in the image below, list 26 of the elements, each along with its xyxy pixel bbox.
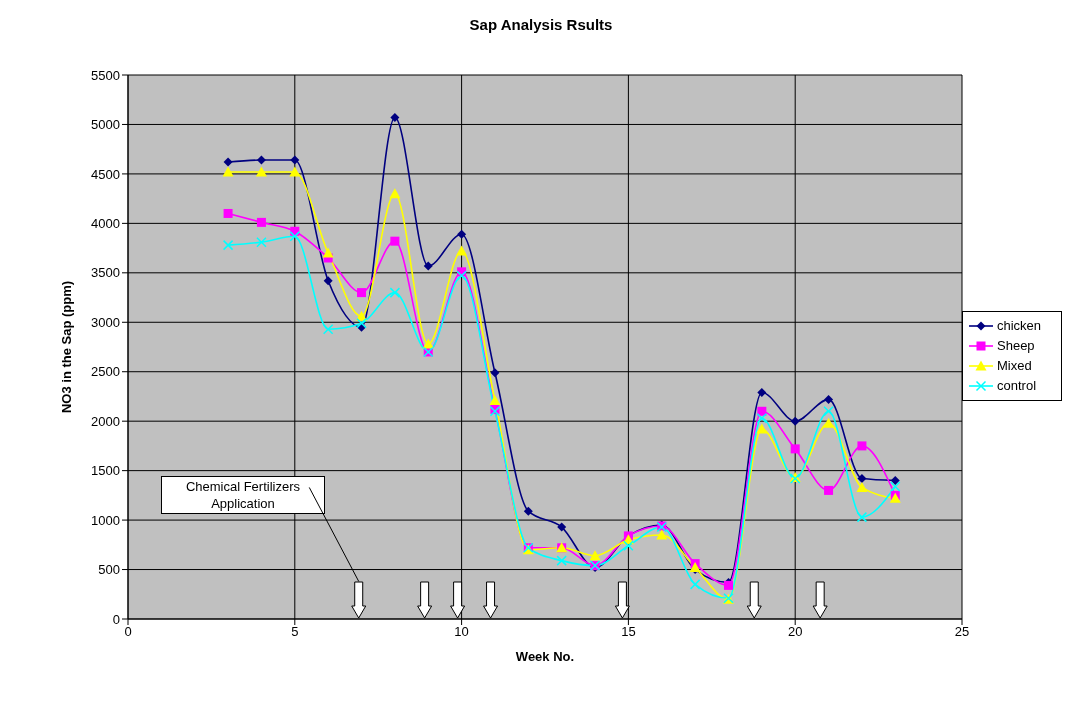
y-axis-title: NO3 in the Sap (ppm) — [58, 280, 74, 414]
x-tick-label: 5 — [291, 624, 299, 640]
x-tick-label: 25 — [954, 624, 970, 640]
legend-label: control — [997, 376, 1037, 395]
y-tick-label: 4000 — [91, 215, 120, 231]
y-tick-label: 500 — [98, 562, 120, 578]
y-tick-label: 4500 — [91, 166, 120, 182]
y-tick-label: 0 — [112, 611, 120, 627]
y-tick-label: 1000 — [91, 512, 120, 528]
legend-label: chicken — [997, 316, 1042, 335]
y-tick-label: 5000 — [91, 117, 120, 133]
legend-label: Sheep — [997, 336, 1035, 355]
x-tick-label: 20 — [787, 624, 803, 640]
legend-label: Mixed — [997, 356, 1032, 375]
y-tick-label: 3500 — [91, 265, 120, 281]
x-tick-label: 15 — [621, 624, 636, 640]
x-axis-title: Week No. — [515, 649, 575, 664]
x-tick-label: 0 — [124, 624, 132, 640]
y-tick-label: 1500 — [91, 463, 120, 479]
y-tick-label: 5500 — [91, 67, 120, 83]
chart-title: Sap Analysis Rsults — [468, 16, 614, 33]
y-tick-label: 2500 — [91, 364, 120, 380]
text-box: Chemical Fertilizers Application — [160, 475, 325, 514]
y-tick-label: 2000 — [91, 413, 120, 429]
x-tick-label: 10 — [454, 624, 469, 640]
y-tick-label: 3000 — [91, 314, 120, 330]
